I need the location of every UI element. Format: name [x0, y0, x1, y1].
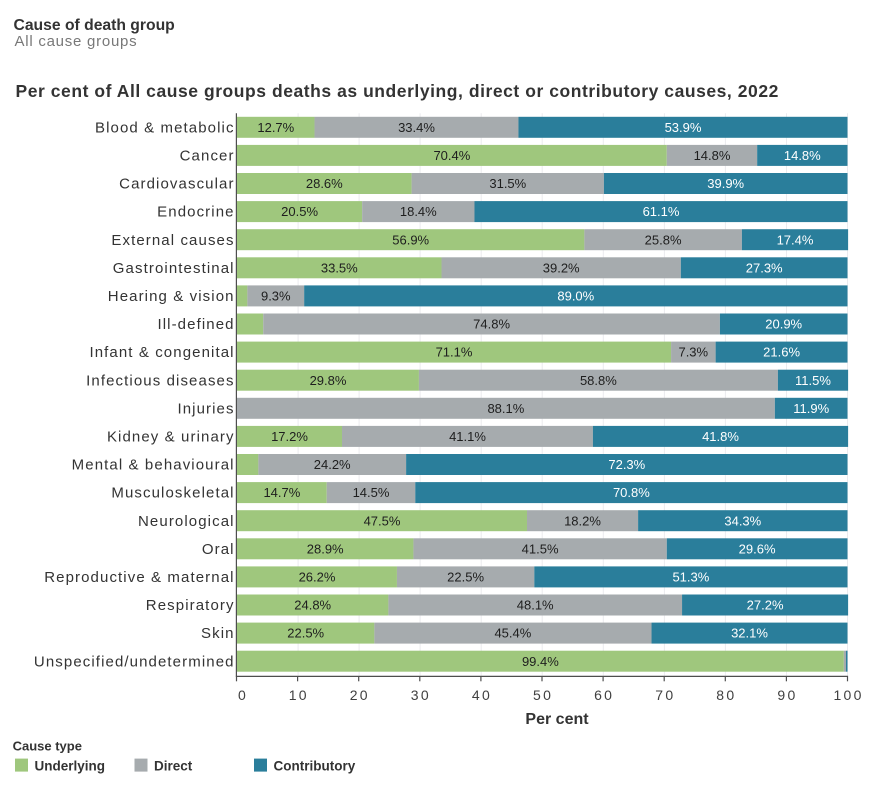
svg-text:39.2%: 39.2% — [543, 260, 580, 275]
svg-text:Cause type: Cause type — [13, 739, 82, 754]
svg-text:80: 80 — [716, 687, 736, 703]
svg-text:40: 40 — [472, 687, 492, 703]
svg-text:Respiratory: Respiratory — [146, 597, 235, 614]
svg-text:10: 10 — [289, 687, 309, 703]
svg-text:14.7%: 14.7% — [263, 485, 300, 500]
svg-text:9.3%: 9.3% — [261, 289, 291, 304]
svg-text:71.1%: 71.1% — [436, 345, 473, 360]
svg-text:Mental & behavioural: Mental & behavioural — [72, 457, 235, 474]
svg-text:70.8%: 70.8% — [613, 485, 650, 500]
svg-text:Cancer: Cancer — [180, 148, 235, 165]
svg-text:14.8%: 14.8% — [694, 148, 731, 163]
svg-text:Ill-defined: Ill-defined — [157, 316, 234, 333]
svg-text:17.2%: 17.2% — [271, 429, 308, 444]
svg-text:74.8%: 74.8% — [473, 317, 510, 332]
svg-text:14.5%: 14.5% — [353, 485, 390, 500]
svg-text:47.5%: 47.5% — [364, 513, 401, 528]
svg-text:31.5%: 31.5% — [489, 176, 526, 191]
svg-text:Cause of death group: Cause of death group — [14, 17, 175, 34]
svg-text:All cause groups: All cause groups — [15, 33, 138, 50]
svg-text:18.2%: 18.2% — [564, 513, 601, 528]
svg-text:External causes: External causes — [111, 232, 234, 249]
svg-text:Gastrointestinal: Gastrointestinal — [113, 260, 235, 277]
svg-text:28.6%: 28.6% — [306, 176, 343, 191]
svg-text:Per cent of All cause groups d: Per cent of All cause groups deaths as u… — [16, 81, 779, 101]
svg-text:Neurological: Neurological — [138, 513, 235, 530]
svg-text:89.0%: 89.0% — [557, 289, 594, 304]
svg-text:88.1%: 88.1% — [487, 401, 524, 416]
svg-text:Per cent: Per cent — [525, 711, 589, 728]
svg-text:14.8%: 14.8% — [784, 148, 821, 163]
svg-text:Unspecified/undetermined: Unspecified/undetermined — [34, 653, 235, 670]
svg-text:Musculoskeletal: Musculoskeletal — [111, 485, 234, 502]
svg-text:27.3%: 27.3% — [746, 260, 783, 275]
svg-text:34.3%: 34.3% — [724, 513, 761, 528]
svg-text:70: 70 — [655, 687, 675, 703]
svg-text:20.5%: 20.5% — [281, 204, 318, 219]
svg-text:48.1%: 48.1% — [517, 598, 554, 613]
svg-text:22.5%: 22.5% — [287, 626, 324, 641]
svg-text:56.9%: 56.9% — [392, 232, 429, 247]
svg-text:90: 90 — [777, 687, 797, 703]
svg-text:Injuries: Injuries — [177, 400, 234, 417]
svg-text:41.1%: 41.1% — [449, 429, 486, 444]
svg-text:0: 0 — [238, 687, 248, 703]
svg-text:22.5%: 22.5% — [447, 570, 484, 585]
svg-text:70.4%: 70.4% — [433, 148, 470, 163]
svg-text:29.6%: 29.6% — [739, 541, 776, 556]
svg-text:30: 30 — [411, 687, 431, 703]
svg-text:51.3%: 51.3% — [672, 570, 709, 585]
svg-text:61.1%: 61.1% — [643, 204, 680, 219]
svg-text:Hearing & vision: Hearing & vision — [108, 288, 235, 305]
svg-text:24.2%: 24.2% — [314, 457, 351, 472]
svg-text:Contributory: Contributory — [274, 759, 356, 774]
svg-text:33.5%: 33.5% — [321, 260, 358, 275]
svg-text:28.9%: 28.9% — [307, 541, 344, 556]
svg-text:Skin: Skin — [201, 625, 235, 642]
svg-text:Endocrine: Endocrine — [157, 204, 234, 221]
svg-text:17.4%: 17.4% — [777, 232, 814, 247]
svg-text:53.9%: 53.9% — [665, 120, 702, 135]
svg-text:25.8%: 25.8% — [645, 232, 682, 247]
svg-text:Oral: Oral — [202, 541, 235, 558]
svg-text:Reproductive & maternal: Reproductive & maternal — [44, 569, 234, 586]
svg-text:7.3%: 7.3% — [678, 345, 708, 360]
svg-text:100: 100 — [833, 687, 863, 703]
svg-text:11.5%: 11.5% — [795, 373, 831, 388]
svg-text:Kidney & urinary: Kidney & urinary — [107, 429, 235, 446]
svg-text:Infectious diseases: Infectious diseases — [86, 372, 234, 389]
svg-text:60: 60 — [594, 687, 614, 703]
svg-text:27.2%: 27.2% — [747, 598, 784, 613]
svg-text:20.9%: 20.9% — [765, 317, 802, 332]
svg-text:58.8%: 58.8% — [580, 373, 617, 388]
svg-text:39.9%: 39.9% — [707, 176, 744, 191]
svg-text:18.4%: 18.4% — [400, 204, 437, 219]
svg-text:Infant & congenital: Infant & congenital — [89, 344, 234, 361]
svg-text:21.6%: 21.6% — [763, 345, 800, 360]
svg-text:Blood & metabolic: Blood & metabolic — [95, 119, 235, 136]
svg-text:24.8%: 24.8% — [294, 598, 331, 613]
svg-text:50: 50 — [533, 687, 553, 703]
svg-text:33.4%: 33.4% — [398, 120, 435, 135]
svg-text:Underlying: Underlying — [35, 759, 106, 774]
svg-text:12.7%: 12.7% — [257, 120, 294, 135]
svg-text:29.8%: 29.8% — [310, 373, 347, 388]
svg-text:26.2%: 26.2% — [299, 570, 336, 585]
svg-text:20: 20 — [350, 687, 370, 703]
svg-text:32.1%: 32.1% — [731, 626, 768, 641]
svg-text:72.3%: 72.3% — [608, 457, 645, 472]
svg-text:41.8%: 41.8% — [702, 429, 739, 444]
svg-text:45.4%: 45.4% — [494, 626, 531, 641]
svg-text:Cardiovascular: Cardiovascular — [119, 176, 234, 193]
svg-text:11.9%: 11.9% — [793, 401, 829, 416]
svg-text:Direct: Direct — [154, 759, 193, 774]
svg-text:99.4%: 99.4% — [522, 654, 559, 669]
svg-text:41.5%: 41.5% — [522, 541, 559, 556]
